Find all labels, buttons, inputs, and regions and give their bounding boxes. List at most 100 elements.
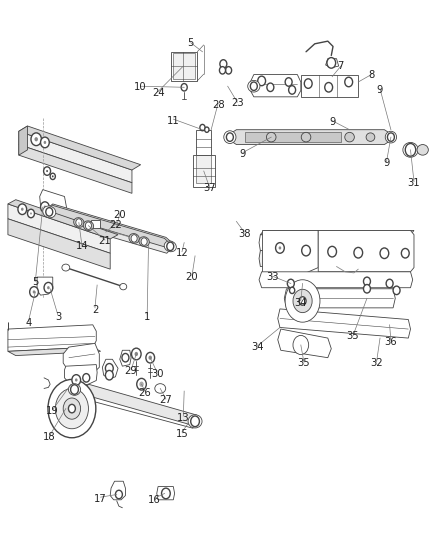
Polygon shape (278, 329, 331, 358)
Circle shape (388, 133, 394, 141)
Ellipse shape (224, 131, 236, 143)
Polygon shape (230, 130, 391, 144)
Circle shape (327, 58, 336, 68)
Text: 35: 35 (297, 358, 310, 368)
Circle shape (28, 209, 35, 217)
Ellipse shape (83, 221, 94, 230)
Polygon shape (19, 144, 132, 193)
Circle shape (354, 247, 363, 258)
Polygon shape (47, 205, 169, 247)
Circle shape (131, 348, 141, 360)
Circle shape (285, 280, 320, 322)
Circle shape (146, 352, 155, 363)
Circle shape (287, 279, 294, 288)
Circle shape (48, 379, 96, 438)
Circle shape (364, 285, 371, 293)
Text: 22: 22 (109, 220, 122, 230)
Circle shape (44, 206, 46, 209)
Text: 9: 9 (377, 85, 383, 95)
Polygon shape (278, 309, 410, 338)
Text: 23: 23 (231, 98, 244, 108)
Polygon shape (245, 132, 341, 142)
Polygon shape (196, 130, 211, 155)
Polygon shape (193, 155, 215, 187)
Circle shape (401, 248, 409, 258)
Circle shape (44, 141, 46, 144)
Text: 5: 5 (32, 277, 39, 287)
Text: 20: 20 (186, 272, 198, 282)
Text: 10: 10 (134, 82, 147, 92)
Circle shape (220, 60, 227, 68)
Ellipse shape (68, 384, 81, 395)
Circle shape (219, 67, 226, 74)
Circle shape (18, 204, 27, 215)
Circle shape (116, 490, 122, 499)
Text: 17: 17 (94, 494, 107, 504)
Circle shape (52, 175, 53, 177)
Polygon shape (259, 272, 413, 288)
Text: 12: 12 (176, 248, 188, 259)
Circle shape (304, 79, 312, 88)
Circle shape (71, 385, 78, 394)
Circle shape (30, 287, 39, 297)
Circle shape (285, 78, 292, 86)
Polygon shape (64, 365, 97, 386)
Ellipse shape (155, 384, 166, 393)
Circle shape (289, 86, 296, 94)
Circle shape (21, 208, 24, 211)
Text: 37: 37 (203, 183, 216, 193)
Circle shape (364, 277, 371, 286)
Circle shape (35, 137, 38, 141)
Circle shape (44, 167, 50, 175)
Text: 1: 1 (144, 312, 150, 322)
Text: 3: 3 (55, 312, 61, 322)
Text: 20: 20 (113, 209, 126, 220)
Polygon shape (325, 59, 339, 68)
Polygon shape (251, 75, 301, 97)
Circle shape (134, 352, 138, 356)
Ellipse shape (74, 217, 84, 227)
Circle shape (106, 370, 113, 380)
Text: 30: 30 (151, 369, 163, 378)
Text: 35: 35 (347, 332, 359, 342)
Circle shape (72, 375, 81, 385)
Ellipse shape (301, 132, 311, 142)
Text: 27: 27 (159, 395, 172, 405)
Polygon shape (85, 384, 201, 426)
Circle shape (251, 82, 257, 91)
Circle shape (325, 83, 332, 92)
Text: 7: 7 (338, 61, 344, 71)
Polygon shape (120, 350, 131, 366)
Text: 31: 31 (408, 177, 420, 188)
Polygon shape (19, 131, 132, 183)
Circle shape (106, 364, 113, 373)
Circle shape (345, 77, 353, 87)
Text: 21: 21 (99, 236, 111, 246)
Circle shape (139, 382, 144, 387)
Circle shape (47, 286, 49, 289)
Polygon shape (19, 126, 141, 170)
Circle shape (205, 127, 209, 132)
Circle shape (68, 405, 75, 413)
Ellipse shape (417, 144, 428, 155)
Polygon shape (259, 251, 411, 266)
Circle shape (302, 245, 311, 256)
Polygon shape (260, 230, 414, 235)
Polygon shape (8, 204, 110, 253)
Circle shape (258, 76, 265, 86)
Polygon shape (102, 359, 118, 379)
Text: 2: 2 (92, 305, 98, 315)
Circle shape (279, 246, 281, 249)
Text: 26: 26 (139, 387, 152, 398)
Circle shape (276, 243, 284, 253)
Circle shape (299, 297, 306, 305)
Polygon shape (157, 487, 175, 500)
Ellipse shape (120, 284, 127, 290)
Polygon shape (110, 481, 125, 500)
Text: 16: 16 (148, 495, 161, 505)
Circle shape (137, 378, 146, 390)
Circle shape (148, 356, 152, 360)
Circle shape (85, 222, 92, 229)
Circle shape (167, 242, 174, 251)
Polygon shape (8, 219, 110, 269)
